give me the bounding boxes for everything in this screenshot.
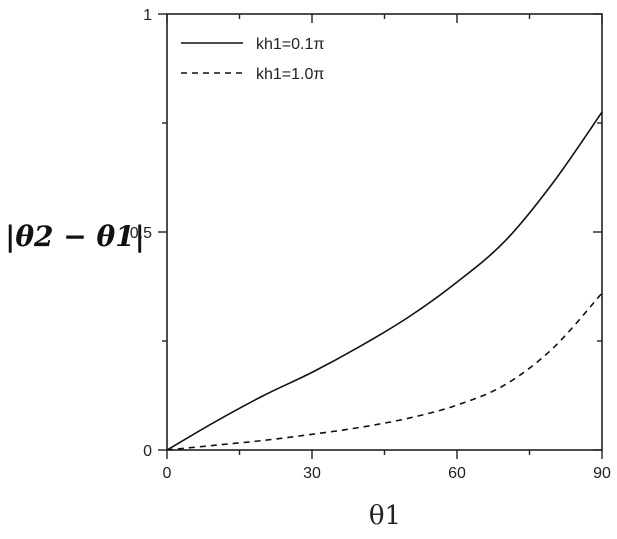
x-tick-label: 30 xyxy=(303,465,321,482)
plot-area-frame xyxy=(166,13,603,451)
y-tick-label: 1 xyxy=(143,7,152,24)
x-axis-label: θ1 xyxy=(369,501,401,531)
y-tick-label: 0.5 xyxy=(130,225,152,242)
series-line-1 xyxy=(166,111,603,451)
y-tick-label: 0 xyxy=(143,443,152,460)
axis-ticks: 0 30 60 90 0 0.5 1 xyxy=(130,7,611,482)
y-axis-label: |θ2 − θ1| xyxy=(5,220,145,253)
series-lines xyxy=(166,111,603,451)
legend-label-1: kh1=0.1π xyxy=(256,36,324,53)
legend-label-2: kh1=1.0π xyxy=(256,66,324,83)
x-tick-label: 90 xyxy=(593,465,611,482)
series-line-2 xyxy=(166,292,603,451)
legend: kh1=0.1π kh1=1.0π xyxy=(181,36,324,83)
x-tick-label: 0 xyxy=(163,465,172,482)
x-tick-label: 60 xyxy=(448,465,466,482)
